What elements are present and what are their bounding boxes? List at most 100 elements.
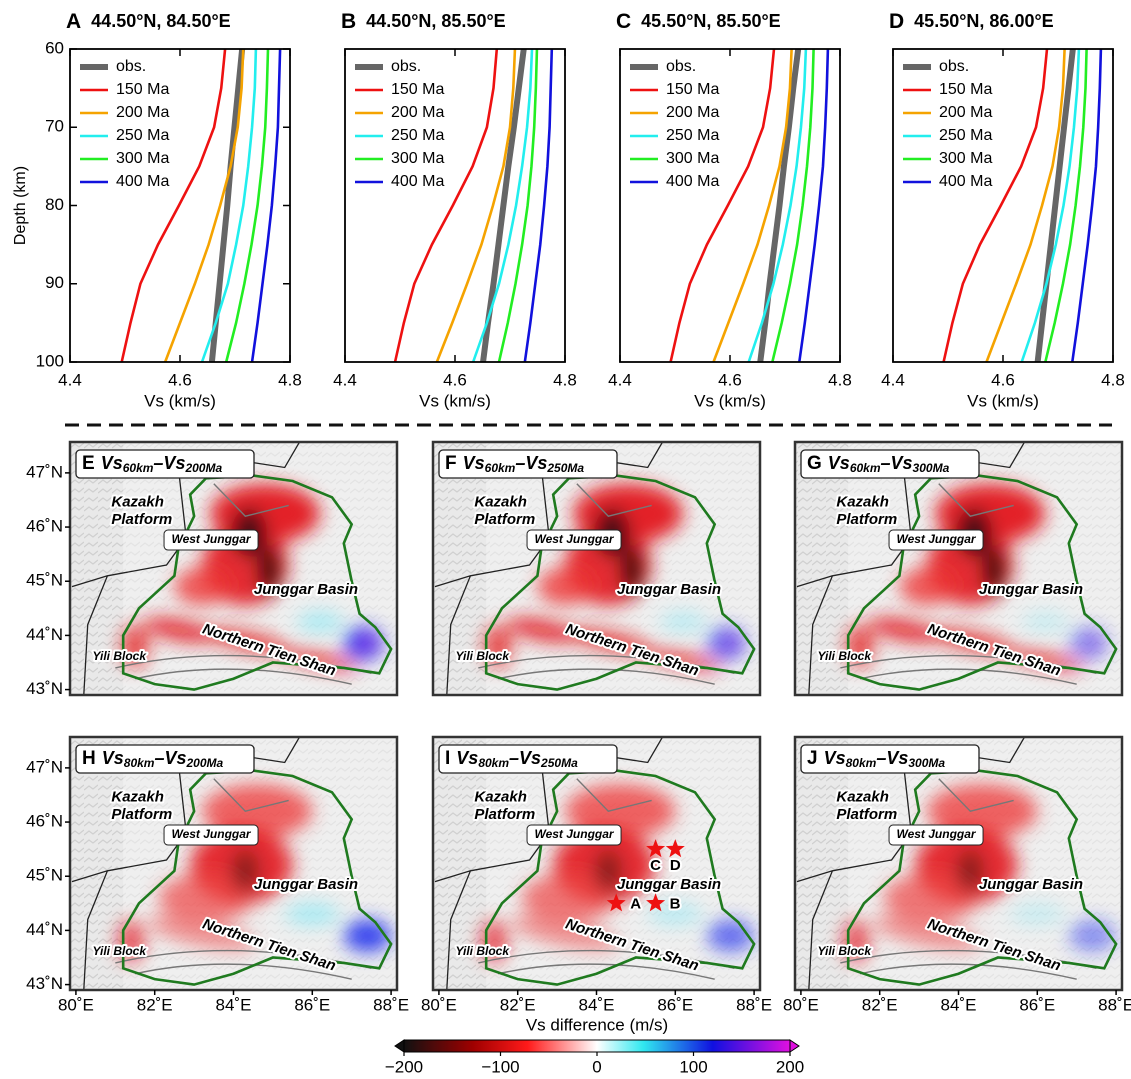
border [71,442,301,695]
title-subscript: 80km [846,756,877,770]
title-text: –Vs [509,748,541,768]
location-star [606,893,626,912]
legend-label: 200 Ma [116,104,169,121]
map-frame [68,440,399,697]
legend-label: 250 Ma [666,127,719,144]
lon-tick-label: 86˚E [657,995,693,1014]
lon-tick-label: 80˚E [58,995,94,1014]
legend-label: 200 Ma [666,104,719,121]
title-subscript: 300Ma [908,756,945,770]
basin-outline [484,769,756,986]
map-label: West Junggar [896,827,976,841]
label-box [888,824,984,846]
title-subscript: 300Ma [913,461,950,475]
star-label: B [670,895,681,912]
legend-label: 400 Ma [116,173,169,190]
map-label: West Junggar [171,827,251,841]
anomaly-blob [846,624,874,668]
map-label: Kazakh [474,789,527,806]
colorbar-tick-label: 0 [592,1057,601,1076]
lat-tick-label: 47˚N [26,462,63,481]
x-tick-label: 4.6 [168,370,192,389]
profile-line [985,48,1066,363]
map-label: Junggar Basin [979,876,1083,893]
label-box [163,529,259,551]
star-label: C [650,857,661,874]
anomaly-blob [510,915,620,951]
fault [840,483,1097,685]
anomaly-blob [174,567,230,606]
title-box [438,744,618,774]
profile-panel: A 44.50°N, 84.50°E 4.4 4.6 4.8 Vs (km/s) 60 70 8… [12,10,302,411]
title-text: –Vs [515,453,547,473]
legend-label: 150 Ma [116,81,169,98]
lon-tick-label: 88˚E [373,995,409,1014]
profile-line [471,48,534,363]
map-title: J Vs80km–Vs300Ma [807,748,945,770]
plot-frame [344,48,566,363]
title-text: Vs [828,453,850,473]
star-label: A [630,895,641,912]
anomaly-blob [899,567,955,606]
legend-label: 300 Ma [939,150,992,167]
title-subscript: 60km [850,461,881,475]
fault [115,483,372,685]
x-axis-label: Vs (km/s) [144,391,216,410]
anomaly-blob [257,546,281,595]
title-text: Vs [101,453,123,473]
legend-label: 400 Ma [666,173,719,190]
map-label: Kazakh [111,789,164,806]
x-axis-label: Vs (km/s) [967,391,1039,410]
profile-line [798,48,830,363]
map-title: F Vs60km–Vs250Ma [445,453,584,475]
anomaly-blob [359,635,376,652]
velocity-anomaly [480,784,755,963]
title-box [75,744,255,774]
panel-letter: F [445,453,457,474]
legend-label: 150 Ma [939,81,992,98]
panel-location: 45.50°N, 86.00°E [914,11,1054,31]
title-subscript: 60km [123,461,154,475]
lat-tick-label: 47˚N [26,757,63,776]
x-tick-label: 4.4 [608,370,632,389]
title-text: Vs [102,748,124,768]
map-label: Platform [836,806,897,823]
profile-line [1044,48,1088,363]
border [796,442,1026,695]
anomaly-blob [121,624,149,668]
fault [840,778,1097,980]
fault [478,483,735,685]
lon-tick-label: 84˚E [579,995,615,1014]
label-box [526,529,622,551]
legend-label: 300 Ma [116,150,169,167]
border [71,737,301,990]
map-title: E Vs60km–Vs200Ma [82,453,222,475]
panel-letter: B [341,10,356,33]
location-star [646,893,666,912]
profile-panel: C 45.50°N, 85.50°E 4.4 4.6 4.8 Vs (km/s) obs. 1… [608,10,852,411]
panel-title: B 44.50°N, 85.50°E [341,10,506,33]
panel-letter: C [616,10,631,33]
legend-label: 250 Ma [116,127,169,144]
anomaly-blob [1009,902,1065,927]
basin-outline [121,474,393,691]
colorbar-arrow-high [789,1039,800,1053]
anomaly-blob [147,915,257,951]
title-box [438,449,618,479]
panel-title: D 45.50°N, 86.00°E [889,10,1054,33]
map-label: West Junggar [171,532,251,546]
label-box [526,824,622,846]
map-label: Junggar Basin [979,581,1083,598]
title-box [800,744,980,774]
basin-outline [484,474,756,691]
legend-label: 300 Ma [666,150,719,167]
y-tick-label: 80 [45,195,64,214]
profile-line [224,48,270,363]
profile-line [1034,48,1076,363]
colorbar-tick-label: 200 [776,1057,804,1076]
x-axis-label: Vs (km/s) [694,391,766,410]
lon-tick-label: 84˚E [216,995,252,1014]
profile-line [208,48,246,363]
